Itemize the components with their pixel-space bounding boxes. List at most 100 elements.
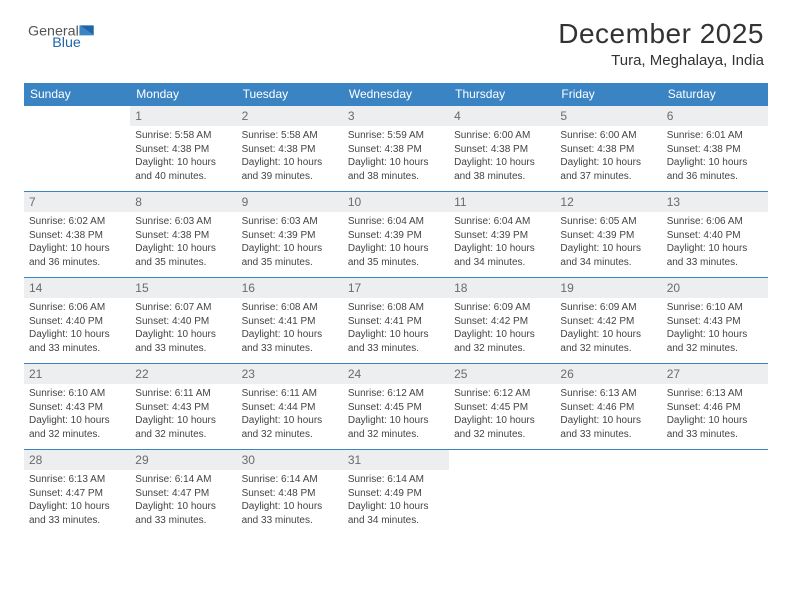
calendar-day-cell: 3Sunrise: 5:59 AMSunset: 4:38 PMDaylight…: [343, 106, 449, 192]
calendar-day-cell: 16Sunrise: 6:08 AMSunset: 4:41 PMDayligh…: [237, 278, 343, 364]
day-detail-line: Sunrise: 6:02 AM: [29, 215, 125, 229]
day-detail-line: Daylight: 10 hours: [667, 242, 763, 256]
calendar-day-cell: 20Sunrise: 6:10 AMSunset: 4:43 PMDayligh…: [662, 278, 768, 364]
day-detail-line: and 32 minutes.: [454, 428, 550, 442]
calendar-day-cell: 28Sunrise: 6:13 AMSunset: 4:47 PMDayligh…: [24, 450, 130, 536]
calendar-week-row: 21Sunrise: 6:10 AMSunset: 4:43 PMDayligh…: [24, 364, 768, 450]
calendar-day-cell: 26Sunrise: 6:13 AMSunset: 4:46 PMDayligh…: [555, 364, 661, 450]
weekday-header: Friday: [555, 83, 661, 106]
day-detail-line: Sunset: 4:46 PM: [667, 401, 763, 415]
day-detail-line: Sunrise: 6:12 AM: [348, 387, 444, 401]
calendar-day-cell: [449, 450, 555, 536]
day-detail-line: Daylight: 10 hours: [29, 242, 125, 256]
calendar-day-cell: 30Sunrise: 6:14 AMSunset: 4:48 PMDayligh…: [237, 450, 343, 536]
calendar-table: SundayMondayTuesdayWednesdayThursdayFrid…: [24, 83, 768, 536]
day-detail-line: and 36 minutes.: [667, 170, 763, 184]
day-number: 28: [24, 450, 130, 470]
day-number: 25: [449, 364, 555, 384]
day-number: 22: [130, 364, 236, 384]
day-detail-line: and 32 minutes.: [560, 342, 656, 356]
weekday-header: Tuesday: [237, 83, 343, 106]
day-detail-line: and 34 minutes.: [348, 514, 444, 528]
calendar-day-cell: 17Sunrise: 6:08 AMSunset: 4:41 PMDayligh…: [343, 278, 449, 364]
day-detail-line: Sunrise: 6:12 AM: [454, 387, 550, 401]
location-label: Tura, Meghalaya, India: [558, 52, 764, 69]
day-detail-line: Daylight: 10 hours: [29, 328, 125, 342]
day-detail-line: and 32 minutes.: [454, 342, 550, 356]
day-number: 20: [662, 278, 768, 298]
day-number: 8: [130, 192, 236, 212]
calendar-day-cell: 31Sunrise: 6:14 AMSunset: 4:49 PMDayligh…: [343, 450, 449, 536]
day-detail-line: Sunset: 4:38 PM: [348, 143, 444, 157]
day-detail-line: Daylight: 10 hours: [454, 328, 550, 342]
day-detail-line: Sunset: 4:39 PM: [242, 229, 338, 243]
day-number: 30: [237, 450, 343, 470]
day-detail-line: Sunrise: 6:07 AM: [135, 301, 231, 315]
calendar-day-cell: 4Sunrise: 6:00 AMSunset: 4:38 PMDaylight…: [449, 106, 555, 192]
day-detail-line: Sunrise: 6:13 AM: [560, 387, 656, 401]
calendar-day-cell: 8 Sunrise: 6:03 AMSunset: 4:38 PMDaylight…: [130, 192, 236, 278]
day-detail-line: Sunset: 4:40 PM: [29, 315, 125, 329]
day-detail-line: and 39 minutes.: [242, 170, 338, 184]
day-detail-line: and 36 minutes.: [29, 256, 125, 270]
day-detail-line: Sunrise: 6:04 AM: [454, 215, 550, 229]
day-number: 10: [343, 192, 449, 212]
calendar-week-row: 28Sunrise: 6:13 AMSunset: 4:47 PMDayligh…: [24, 450, 768, 536]
day-detail-line: Daylight: 10 hours: [242, 242, 338, 256]
day-detail-line: Daylight: 10 hours: [667, 156, 763, 170]
brand-logo: General Blue: [28, 18, 128, 50]
day-detail-line: Daylight: 10 hours: [135, 242, 231, 256]
calendar-day-cell: [24, 106, 130, 192]
day-detail-line: Sunrise: 6:13 AM: [667, 387, 763, 401]
day-detail-line: and 35 minutes.: [348, 256, 444, 270]
day-detail-line: and 33 minutes.: [667, 428, 763, 442]
day-detail-line: Sunrise: 5:58 AM: [242, 129, 338, 143]
day-number: 15: [130, 278, 236, 298]
day-detail-line: Daylight: 10 hours: [29, 414, 125, 428]
weekday-header: Sunday: [24, 83, 130, 106]
day-detail-line: and 35 minutes.: [242, 256, 338, 270]
day-detail-line: Sunrise: 6:04 AM: [348, 215, 444, 229]
day-number: 29: [130, 450, 236, 470]
calendar-day-cell: 27Sunrise: 6:13 AMSunset: 4:46 PMDayligh…: [662, 364, 768, 450]
day-number: [24, 106, 130, 110]
day-detail-line: Sunrise: 6:10 AM: [29, 387, 125, 401]
calendar-day-cell: 25Sunrise: 6:12 AMSunset: 4:45 PMDayligh…: [449, 364, 555, 450]
day-detail-line: and 33 minutes.: [135, 514, 231, 528]
day-number: 5: [555, 106, 661, 126]
calendar-day-cell: 12Sunrise: 6:05 AMSunset: 4:39 PMDayligh…: [555, 192, 661, 278]
day-detail-line: Sunrise: 6:08 AM: [348, 301, 444, 315]
day-detail-line: and 34 minutes.: [454, 256, 550, 270]
day-detail-line: Sunset: 4:46 PM: [560, 401, 656, 415]
day-detail-line: Sunrise: 6:13 AM: [29, 473, 125, 487]
day-detail-line: Sunset: 4:43 PM: [29, 401, 125, 415]
calendar-day-cell: 6Sunrise: 6:01 AMSunset: 4:38 PMDaylight…: [662, 106, 768, 192]
day-number: 7: [24, 192, 130, 212]
day-detail-line: Daylight: 10 hours: [667, 414, 763, 428]
day-detail-line: Daylight: 10 hours: [135, 500, 231, 514]
day-detail-line: and 33 minutes.: [242, 342, 338, 356]
day-detail-line: and 40 minutes.: [135, 170, 231, 184]
day-detail-line: Sunrise: 6:09 AM: [454, 301, 550, 315]
day-detail-line: Daylight: 10 hours: [667, 328, 763, 342]
day-detail-line: Sunrise: 6:14 AM: [135, 473, 231, 487]
day-detail-line: Sunset: 4:38 PM: [135, 229, 231, 243]
day-number: 31: [343, 450, 449, 470]
day-detail-line: and 33 minutes.: [242, 514, 338, 528]
day-detail-line: Daylight: 10 hours: [242, 156, 338, 170]
day-number: 4: [449, 106, 555, 126]
day-detail-line: Sunrise: 6:14 AM: [242, 473, 338, 487]
day-detail-line: Sunrise: 6:14 AM: [348, 473, 444, 487]
day-detail-line: Sunset: 4:40 PM: [135, 315, 231, 329]
day-detail-line: Daylight: 10 hours: [242, 414, 338, 428]
day-number: 2: [237, 106, 343, 126]
day-detail-line: Sunrise: 5:59 AM: [348, 129, 444, 143]
day-detail-line: Sunset: 4:38 PM: [29, 229, 125, 243]
calendar-week-row: 1Sunrise: 5:58 AMSunset: 4:38 PMDaylight…: [24, 106, 768, 192]
calendar-head: SundayMondayTuesdayWednesdayThursdayFrid…: [24, 83, 768, 106]
calendar-day-cell: 19Sunrise: 6:09 AMSunset: 4:42 PMDayligh…: [555, 278, 661, 364]
month-title: December 2025: [558, 18, 764, 50]
day-detail-line: Sunrise: 6:03 AM: [135, 215, 231, 229]
day-detail-line: Daylight: 10 hours: [135, 156, 231, 170]
header: General Blue December 2025 Tura, Meghala…: [0, 0, 792, 75]
